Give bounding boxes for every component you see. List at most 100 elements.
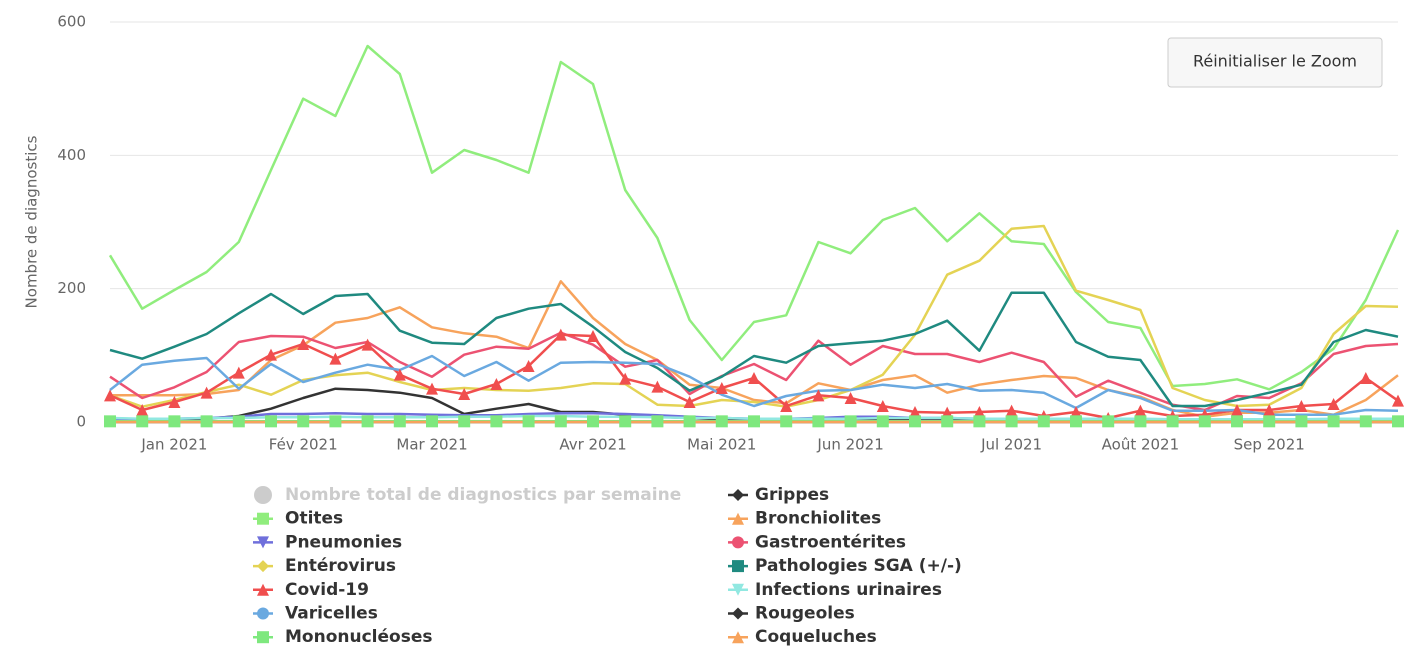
point-marker: [200, 415, 213, 428]
point-marker: [748, 415, 760, 428]
point-marker: [844, 392, 857, 404]
x-tick-label: Avr 2021: [559, 436, 626, 454]
legend-item[interactable]: Rougeoles: [728, 604, 855, 624]
point-marker: [265, 348, 277, 361]
legend-item[interactable]: Pneumonies: [253, 532, 402, 552]
legend-item[interactable]: Bronchiolites: [728, 509, 881, 529]
point-marker: [973, 406, 986, 418]
point-marker: [1392, 394, 1404, 407]
point-marker: [232, 366, 245, 379]
point-marker: [426, 382, 438, 395]
legend-item[interactable]: Varicelles: [253, 604, 378, 624]
legend-marker: [257, 536, 269, 549]
legend-item[interactable]: Gastroentérites: [728, 532, 906, 552]
legend-marker: [257, 583, 269, 596]
point-marker: [104, 415, 116, 428]
legend-marker: [732, 560, 744, 573]
series-line: [109, 291, 1399, 408]
point-marker: [715, 415, 728, 428]
point-marker: [490, 415, 503, 428]
reset-zoom-button[interactable]: Réinitialiser le Zoom: [1167, 37, 1383, 88]
legend-item[interactable]: Covid-19: [253, 580, 369, 600]
legend-marker: [732, 607, 744, 620]
point-marker: [393, 368, 406, 381]
legend-item[interactable]: Pathologies SGA (+/-): [728, 556, 962, 576]
legend-item[interactable]: Entérovirus: [253, 556, 396, 576]
x-tick-label: Mar 2021: [396, 436, 467, 454]
legend-label: Nombre total de diagnostics par semaine: [285, 485, 681, 505]
point-marker: [715, 382, 728, 394]
point-marker: [104, 389, 116, 402]
point-marker: [361, 338, 374, 351]
series-line: [109, 354, 1399, 416]
point-marker: [1295, 400, 1308, 412]
point-marker: [361, 415, 374, 428]
legend-label: Rougeoles: [755, 604, 855, 624]
point-marker: [941, 415, 954, 428]
legend-item[interactable]: Nombre total de diagnostics par semaine: [254, 485, 681, 505]
point-marker: [393, 415, 406, 428]
point-marker: [909, 406, 921, 418]
point-marker: [1037, 415, 1050, 428]
point-marker: [973, 415, 986, 428]
point-marker: [1231, 415, 1243, 428]
point-marker: [876, 415, 889, 428]
point-marker: [619, 415, 632, 428]
point-marker: [1359, 415, 1372, 428]
point-marker: [329, 415, 342, 428]
x-tick-label: Fév 2021: [269, 436, 338, 454]
point-marker: [136, 415, 149, 428]
point-marker: [522, 415, 535, 428]
point-marker: [780, 415, 793, 428]
point-marker: [1327, 398, 1340, 410]
x-tick-label: Jan 2021: [140, 436, 207, 454]
point-marker: [587, 330, 599, 342]
point-marker: [1198, 415, 1211, 428]
point-marker: [426, 415, 438, 428]
legend-item[interactable]: Otites: [253, 509, 343, 529]
point-marker: [554, 415, 567, 428]
point-marker: [1070, 406, 1082, 418]
button-bg[interactable]: [1167, 37, 1383, 88]
legend-label: Bronchiolites: [755, 509, 881, 529]
point-marker: [1392, 415, 1404, 428]
y-tick-label: 600: [57, 13, 86, 31]
point-marker: [812, 389, 825, 402]
point-marker: [136, 404, 149, 416]
point-marker: [168, 415, 181, 428]
legend-item[interactable]: Infections urinaires: [728, 580, 942, 600]
x-tick-label: Jun 2021: [816, 436, 883, 454]
point-marker: [297, 415, 310, 428]
point-marker: [812, 415, 825, 428]
point-marker: [490, 378, 503, 390]
legend-marker: [732, 631, 744, 644]
legend-marker: [254, 486, 272, 504]
point-marker: [1134, 415, 1147, 428]
legend-marker: [257, 512, 269, 525]
series-line: [110, 280, 1399, 418]
point-marker: [1005, 415, 1018, 428]
point-marker: [1070, 415, 1082, 428]
legend-label: Entérovirus: [285, 556, 396, 576]
point-marker: [844, 415, 857, 428]
x-tick-label: Mai 2021: [687, 436, 756, 454]
y-tick-label: 400: [57, 146, 86, 164]
legend-marker: [257, 607, 269, 620]
point-marker: [554, 328, 567, 341]
point-marker: [1327, 415, 1340, 428]
point-marker: [168, 396, 181, 408]
legend-label: Covid-19: [285, 580, 369, 600]
point-marker: [1359, 372, 1372, 384]
x-tick-label: Sep 2021: [1234, 436, 1305, 454]
legend-item[interactable]: Grippes: [728, 485, 829, 505]
legend-item[interactable]: Coqueluches: [728, 627, 877, 647]
point-marker: [329, 352, 342, 365]
point-marker: [200, 386, 213, 399]
legend-marker: [257, 631, 269, 644]
legend-item[interactable]: Mononucléoses: [253, 627, 432, 647]
x-tick-label: Jul 2021: [980, 436, 1042, 454]
legend-label: Varicelles: [285, 604, 378, 624]
button-label[interactable]: Réinitialiser le Zoom: [1193, 52, 1357, 71]
point-marker: [1295, 415, 1308, 428]
legend-marker: [732, 583, 744, 596]
